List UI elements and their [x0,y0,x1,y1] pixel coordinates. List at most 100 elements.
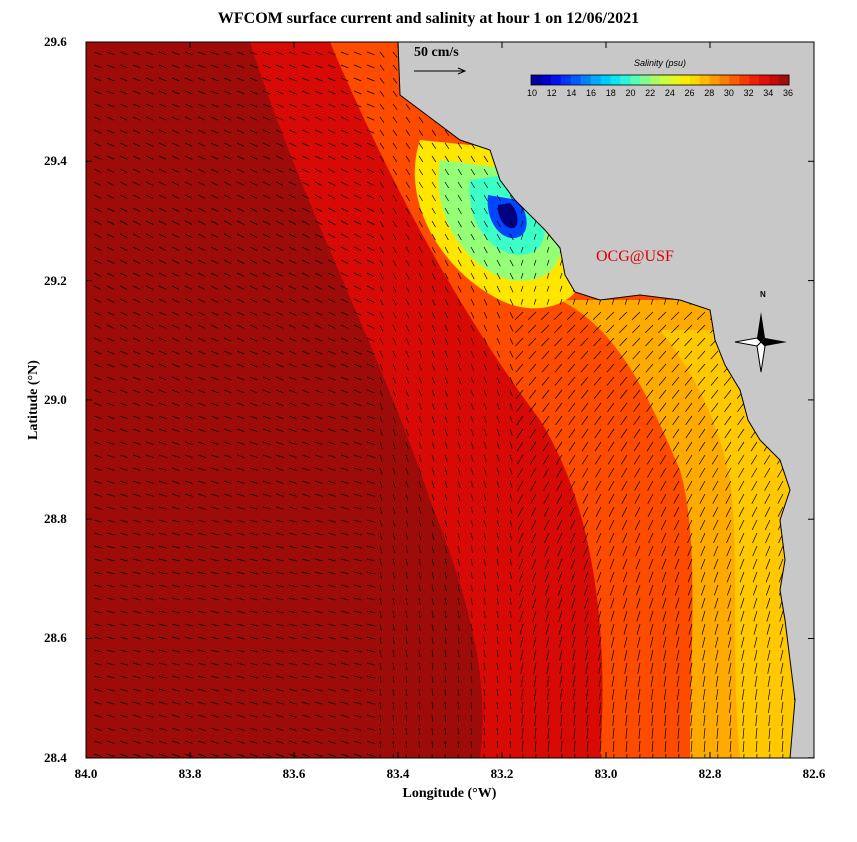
current-vector [366,441,375,445]
current-vector [288,441,297,445]
current-vector [119,714,128,718]
current-vector [634,493,641,504]
current-vector [262,90,271,95]
current-vector [249,64,258,69]
current-vector [470,402,474,410]
current-vector [703,740,706,753]
current-vector [509,350,514,358]
current-vector [223,389,232,394]
current-vector [93,571,102,575]
current-vector [624,298,628,305]
current-vector [496,506,500,514]
north-label: N [760,290,766,299]
current-vector [593,337,602,347]
current-vector [106,623,115,627]
current-vector [554,389,563,399]
current-vector [405,610,408,618]
current-vector [236,298,245,303]
current-vector [570,532,576,544]
current-vector [106,155,115,160]
current-vector [418,493,422,501]
current-vector [431,610,434,618]
current-vector [171,233,180,238]
current-vector [262,727,271,731]
current-vector [145,129,154,134]
current-vector [533,649,537,661]
current-vector [340,142,349,147]
colorbar-cell [739,75,750,85]
current-vector [353,324,362,329]
current-vector [210,636,219,640]
current-vector [93,337,102,342]
current-vector [249,181,258,186]
current-vector [529,428,537,439]
current-vector [392,688,395,696]
current-vector [622,571,628,583]
current-vector [184,376,193,381]
current-vector [405,233,410,241]
current-vector [132,376,141,381]
current-vector [275,116,284,121]
current-vector [559,688,563,700]
current-vector [533,233,537,240]
current-vector [197,207,206,212]
current-vector [392,675,395,683]
current-vector [483,714,486,723]
current-vector [677,740,680,753]
current-vector [210,506,219,510]
current-vector [171,597,180,601]
current-vector [379,181,384,189]
current-vector [262,675,271,679]
current-vector [767,662,771,674]
current-vector [444,467,448,475]
salinity-band-10 [497,203,518,229]
current-vector [645,376,654,386]
current-vector [223,532,232,536]
current-vector [674,545,680,557]
current-vector [580,389,589,399]
current-vector [651,714,654,726]
current-vector [444,649,447,657]
current-vector [520,246,524,253]
current-vector [634,519,641,531]
current-vector [431,636,434,644]
current-vector [752,532,758,544]
current-vector [405,298,410,306]
current-vector [249,701,258,705]
current-vector [314,207,323,212]
current-vector [236,77,245,82]
current-vector [275,584,284,588]
current-vector [379,168,384,176]
current-vector [509,298,514,306]
current-vector [726,584,732,596]
current-vector [288,77,297,82]
current-vector [610,597,615,609]
current-vector [753,597,758,609]
x-tick-label: 84.0 [74,766,98,781]
current-vector [106,493,115,497]
current-vector [249,623,258,627]
current-vector [509,662,512,670]
current-vector [288,233,297,238]
current-vector [470,155,476,163]
current-vector [197,311,206,316]
current-vector [520,688,524,700]
current-vector [275,285,284,290]
current-vector [620,428,628,439]
current-vector [249,610,258,614]
current-vector [444,233,449,241]
current-vector [686,519,693,531]
current-vector [470,506,474,514]
current-vector [652,753,654,758]
current-vector [184,389,193,394]
current-vector [535,753,537,758]
current-vector [405,103,411,110]
current-vector [431,402,435,410]
current-vector [314,480,323,484]
current-vector [184,610,193,614]
current-vector [106,64,115,69]
current-vector [470,376,475,384]
current-vector [275,194,284,199]
current-vector [327,246,336,251]
current-vector [197,285,206,290]
